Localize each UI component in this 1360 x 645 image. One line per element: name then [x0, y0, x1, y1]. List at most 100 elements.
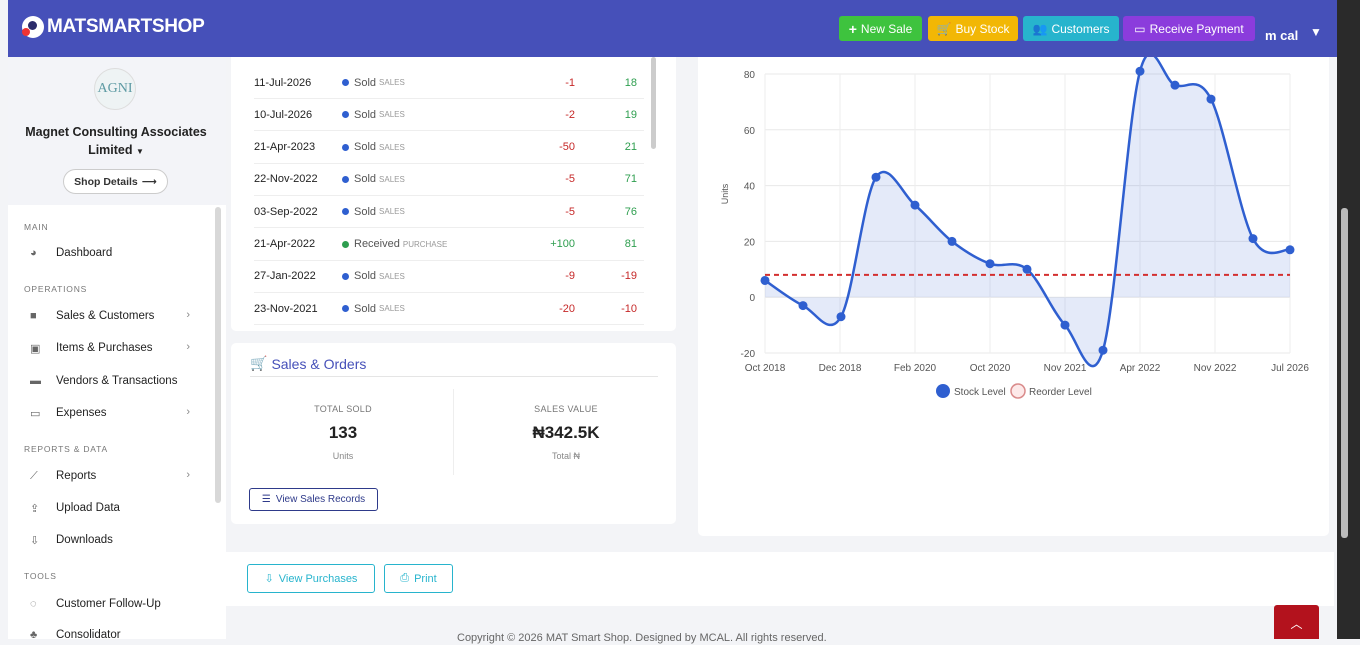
stock-level-point [836, 312, 846, 322]
stock-level-area [765, 53, 1290, 367]
view-sales-records-button[interactable]: ☰ View Sales Records [249, 488, 378, 511]
sidebar-item-dashboard[interactable]: ◕ Dashboard [30, 243, 190, 263]
sidebar-item-downloads[interactable]: ⇩ Downloads [30, 530, 190, 550]
x-tick-label: Feb 2020 [894, 363, 937, 374]
row-status: Sold SALES [342, 270, 490, 282]
customers-label: Customers [1051, 21, 1110, 36]
chevron-up-icon: ︿ [1290, 617, 1303, 631]
new-sale-label: New Sale [860, 21, 913, 36]
sidebar-item-customer-followup[interactable]: ◌ Customer Follow-Up [30, 594, 190, 614]
customers-button[interactable]: 👥 Customers [1023, 16, 1119, 41]
row-qty: -5 [565, 205, 575, 218]
sidebar-scrollbar[interactable] [215, 207, 221, 503]
sidebar-item-label: Customer Follow-Up [56, 598, 161, 610]
sales-value-value: ₦342.5K [532, 423, 600, 442]
sales-value-label: SALES VALUE [534, 404, 598, 414]
row-qty: -1 [565, 76, 575, 89]
view-sales-records-label: View Sales Records [275, 494, 366, 505]
sidebar-item-reports[interactable]: ⟋ Reports › [30, 466, 190, 486]
stock-level-point [947, 236, 957, 246]
x-tick-label: Oct 2020 [970, 363, 1011, 374]
stock-chart-card: 80 60 40 20 0 -20 Oct 2018 Dec 2018 Feb 2020 Oct … [698, 52, 1329, 536]
user-menu[interactable]: m cal [1265, 28, 1299, 43]
receive-payment-button[interactable]: ▭ Receive Payment [1123, 16, 1255, 41]
status-type: SALES [379, 142, 405, 152]
stock-level-point [1098, 345, 1108, 355]
chart-line-icon: ⟋ [30, 469, 38, 482]
stock-history-card: 11-Jul-2026 Sold SALES -1 18 10-Jul-2026 Sold S… [231, 57, 676, 331]
copyright-text: Copyright © 2026 MAT Smart Shop. Designe… [457, 632, 827, 644]
window-scrollbar[interactable] [1341, 208, 1348, 538]
x-tick-label: Jul 2026 [1271, 363, 1309, 374]
brand-icon [22, 16, 44, 38]
sidebar-item-vendors-transactions[interactable]: ▬ Vendors & Transactions [30, 371, 190, 391]
sitemap-icon: ♣ [30, 629, 38, 641]
buy-stock-button[interactable]: 🛒 Buy Stock [928, 16, 1018, 41]
print-button[interactable]: ⎙ Print [384, 564, 453, 593]
nav-section-operations: OPERATIONS [24, 284, 88, 294]
shop-details-button[interactable]: Shop Details ⟶ [63, 169, 168, 194]
sidebar-item-consolidator[interactable]: ♣ Consolidator [30, 625, 190, 645]
total-sold-value: 133 [328, 423, 358, 442]
sidebar-item-sales-customers[interactable]: ■ Sales & Customers › [30, 306, 190, 326]
x-tick-label: Oct 2018 [745, 363, 786, 374]
table-row: 21-Apr-2023 Sold SALES -50 21 [254, 132, 644, 164]
sidebar-item-label: Sales & Customers [56, 310, 155, 322]
actions-bar: ⇩ View Purchases ⎙ Print [226, 552, 1334, 606]
org-name[interactable]: Magnet Consulting Associates Limited ▼ [18, 123, 214, 161]
arrow-right-icon: ⟶ [141, 175, 157, 188]
status-type: PURCHASE [402, 239, 448, 249]
brand-logo[interactable]: MATSMARTSHOP [22, 16, 205, 38]
table-row: 23-Nov-2021 Sold SALES -20 -10 [254, 293, 644, 326]
download-icon: ⇩ [30, 534, 40, 547]
sidebar: AGNI Magnet Consulting Associates Limite… [8, 57, 226, 641]
sidebar-item-label: Expenses [56, 407, 107, 419]
y-tick-label: 20 [744, 237, 756, 248]
row-date: 11-Jul-2026 [254, 76, 312, 89]
users-icon: 👥 [1032, 21, 1048, 36]
status-text: Sold [354, 205, 377, 218]
row-qty: -9 [565, 270, 575, 283]
status-type: SALES [379, 271, 405, 281]
table-row: 10-Jul-2026 Sold SALES -2 19 [254, 99, 644, 132]
stock-level-chart: 80 60 40 20 0 -20 Oct 2018 Dec 2018 Feb 2020 Oct … [720, 52, 1309, 399]
row-status: Received PURCHASE [342, 238, 490, 250]
table-row: 11-Jul-2026 Sold SALES -1 18 [254, 67, 644, 99]
stock-level-point [1248, 234, 1258, 244]
x-tick-label: Nov 2022 [1194, 363, 1237, 374]
x-tick-label: Dec 2018 [819, 363, 862, 374]
row-balance: -19 [621, 270, 637, 283]
row-date: 21-Apr-2022 [254, 238, 316, 250]
row-balance: -10 [621, 302, 637, 315]
chevron-down-icon[interactable]: ▼ [1310, 25, 1322, 39]
sales-value-unit: Total ₦ [551, 451, 580, 461]
sidebar-item-upload-data[interactable]: ⇪ Upload Data [30, 498, 190, 518]
row-status: Sold SALES [342, 206, 490, 218]
status-dot [342, 272, 349, 280]
scroll-top-button[interactable]: ︿ [1274, 605, 1319, 639]
stock-level-point [1285, 245, 1295, 255]
row-qty: -2 [565, 108, 575, 121]
sidebar-item-items-purchases[interactable]: ▣ Items & Purchases › [30, 338, 190, 358]
row-status: Sold SALES [342, 173, 490, 185]
status-type: SALES [379, 207, 405, 217]
y-tick-label: -20 [741, 349, 756, 360]
table-row: 03-Sep-2022 Sold SALES -5 76 [254, 196, 644, 229]
legend-stock-marker [936, 384, 950, 398]
row-status: Sold SALES [342, 77, 490, 89]
status-dot [342, 175, 349, 183]
status-type: SALES [379, 174, 405, 184]
divider [453, 389, 454, 475]
sidebar-item-expenses[interactable]: ▭ Expenses › [30, 403, 190, 423]
status-dot [342, 143, 349, 151]
stock-level-point [1206, 94, 1216, 104]
row-date: 22-Nov-2022 [254, 173, 318, 186]
new-sale-button[interactable]: + New Sale [839, 16, 922, 41]
y-tick-label: 0 [749, 293, 755, 304]
history-scrollbar[interactable] [651, 57, 656, 149]
top-navbar: MATSMARTSHOP + New Sale 🛒 Buy Stock 👥 Custo… [8, 0, 1337, 57]
view-purchases-button[interactable]: ⇩ View Purchases [247, 564, 375, 593]
status-dot [342, 79, 349, 86]
chevron-right-icon: › [186, 469, 190, 481]
status-text: Sold [354, 173, 377, 186]
